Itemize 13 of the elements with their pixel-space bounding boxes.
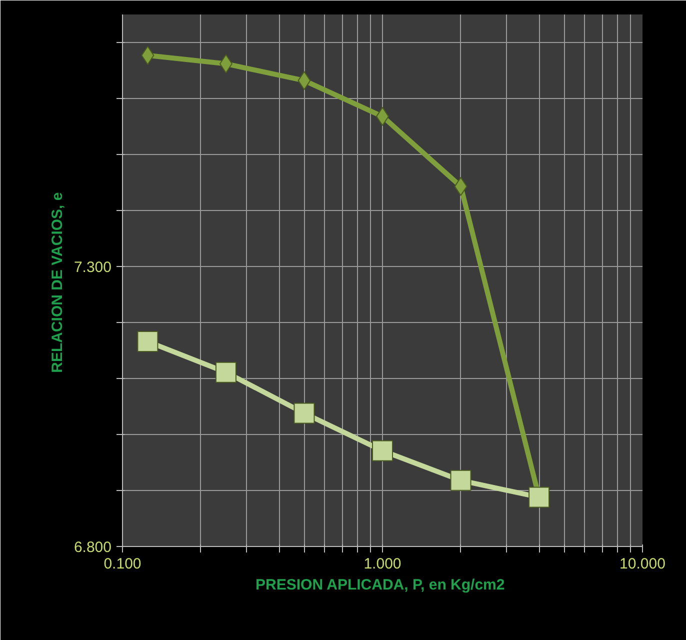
y-axis-title: RELACION DE VACIOS, e — [48, 192, 66, 373]
y-tick-label: 6.800 — [74, 539, 112, 556]
x-tick-label: 10.000 — [620, 556, 666, 572]
x-tick-label: 1.000 — [364, 556, 402, 572]
x-tick-label: 0.100 — [104, 556, 142, 572]
point — [294, 402, 315, 424]
point — [450, 470, 472, 491]
point — [372, 440, 393, 462]
point — [215, 362, 236, 383]
point — [528, 486, 550, 508]
point — [137, 331, 158, 352]
x-axis-title: PRESION APLICADA, P, en Kg/cm2 — [256, 576, 505, 594]
y-tick-label: 7.300 — [74, 259, 112, 276]
